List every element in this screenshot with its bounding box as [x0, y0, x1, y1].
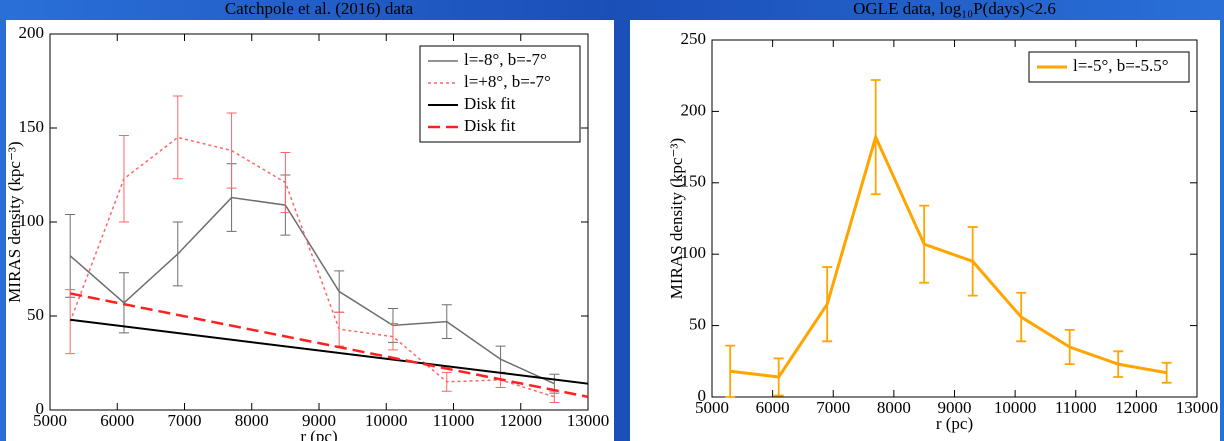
error-bar: [441, 371, 452, 392]
series-line: [70, 318, 589, 385]
error-bar: [118, 135, 129, 223]
error-bar: [65, 289, 76, 355]
y-axis-label: MIRAS density (kpc⁻³): [5, 141, 24, 302]
y-axis-label: MIRAS density (kpc⁻³): [667, 138, 686, 299]
error-bar: [441, 304, 452, 340]
y-tick-label: 200: [681, 100, 707, 119]
error-bar: [967, 226, 978, 297]
error-bar: [725, 344, 736, 398]
x-tick-label: 7000: [168, 411, 202, 430]
y-tick-label: 100: [19, 211, 45, 230]
legend-label: Disk fit: [464, 116, 516, 135]
error-bar: [1161, 361, 1172, 384]
x-tick-label: 10000: [365, 411, 408, 430]
x-tick-label: 8000: [235, 411, 269, 430]
y-tick-label: 250: [681, 29, 707, 48]
y-tick-label: 0: [36, 399, 45, 418]
x-axis-label: r (pc): [300, 427, 337, 441]
error-bar: [1064, 328, 1075, 366]
error-bar: [1113, 350, 1124, 378]
x-tick-label: 11000: [433, 411, 475, 430]
x-tick-label: 6000: [100, 411, 134, 430]
x-tick-label: 12000: [1115, 398, 1158, 417]
error-bar: [1016, 291, 1027, 343]
error-bar: [387, 323, 398, 351]
series-line: [69, 136, 555, 398]
chart-title: OGLE data, log₁₀P(days)<2.6: [853, 0, 1056, 18]
x-tick-label: 13000: [1176, 398, 1219, 417]
chart-title: Catchpole et al. (2016) data: [225, 0, 414, 18]
x-tick-label: 13000: [567, 411, 610, 430]
y-tick-label: 150: [681, 172, 707, 191]
error-bar: [172, 221, 183, 287]
error-bar: [118, 272, 129, 334]
y-tick-label: 200: [19, 23, 45, 42]
legend-label: Disk fit: [464, 94, 516, 113]
x-tick-label: 5000: [695, 398, 729, 417]
error-bar: [280, 151, 291, 214]
error-bar: [870, 79, 881, 196]
x-tick-label: 12000: [500, 411, 543, 430]
y-tick-label: 50: [689, 315, 706, 334]
x-tick-label: 7000: [816, 398, 850, 417]
legend-label: l=+8°, b=-7°: [464, 72, 551, 91]
error-bar: [822, 266, 833, 343]
error-bar: [919, 204, 930, 284]
legend-label: l=-8°, b=-7°: [464, 50, 547, 69]
error-bar: [226, 112, 237, 189]
y-tick-label: 100: [681, 243, 707, 262]
series-line: [69, 292, 589, 399]
legend-label: l=-5°, b=-5.5°: [1073, 56, 1169, 75]
y-tick-label: 50: [27, 305, 44, 324]
x-tick-label: 9000: [302, 411, 336, 430]
x-tick-label: 5000: [33, 411, 67, 430]
x-tick-label: 8000: [877, 398, 911, 417]
error-bar: [773, 357, 784, 397]
x-tick-label: 6000: [756, 398, 790, 417]
x-tick-label: 9000: [938, 398, 972, 417]
x-axis-label: r (pc): [936, 414, 973, 433]
series-line: [730, 132, 1167, 379]
y-tick-label: 0: [698, 386, 707, 405]
y-tick-label: 150: [19, 117, 45, 136]
series-line: [69, 196, 555, 385]
x-tick-label: 11000: [1055, 398, 1097, 417]
error-bar: [172, 95, 183, 180]
x-tick-label: 10000: [994, 398, 1037, 417]
